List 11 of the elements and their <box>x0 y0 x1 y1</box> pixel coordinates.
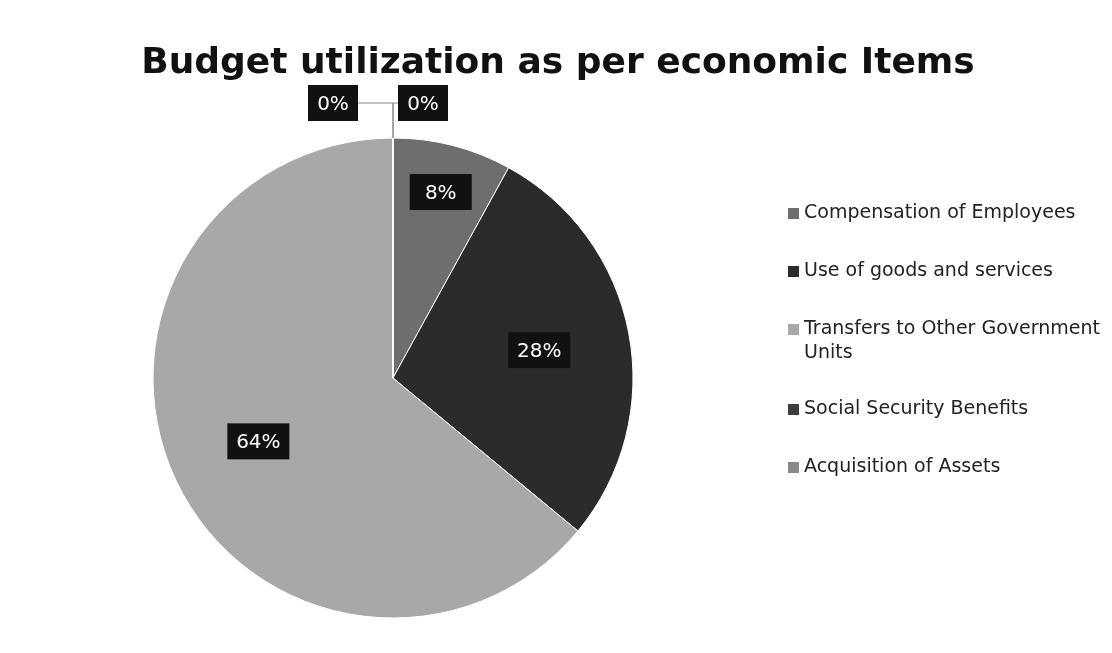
text: 0% <box>407 91 439 115</box>
legend-label: Use of goods and services <box>804 258 1053 280</box>
chart-title: Budget utilization as per economic Items <box>141 40 975 81</box>
legend-label: Acquisition of Assets <box>804 454 1001 476</box>
data-label: 64% <box>236 429 281 454</box>
text: 0% <box>317 91 349 115</box>
legend-label: Social Security Benefits <box>804 396 1029 418</box>
data-label: 8% <box>424 180 457 205</box>
legend-label: Transfers to Other Government Units <box>803 316 1100 362</box>
data-label: 28% <box>516 338 562 363</box>
legend-label: Compensation of Employees <box>804 200 1076 222</box>
